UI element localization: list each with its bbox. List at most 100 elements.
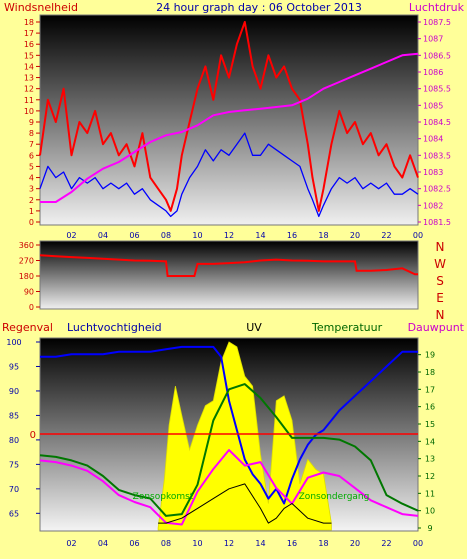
climate-x-tick-label: 00 <box>413 539 423 548</box>
humidity-tick-label: 90 <box>9 387 19 396</box>
temperature-y-axis: 9 10 11 12 13 14 15 16 17 18 19 <box>418 351 435 533</box>
temperature-tick-label: 10 <box>425 507 435 516</box>
wind-tick-label: 12 <box>24 85 34 94</box>
humidity-label: Luchtvochtigheid <box>67 321 162 334</box>
compass-label: E <box>436 291 444 305</box>
humidity-tick-label: 75 <box>9 460 19 469</box>
climate-x-tick-label: 22 <box>381 539 391 548</box>
graph-title: 24 hour graph day : 06 October 2013 <box>156 1 362 14</box>
direction-tick-label: 360 <box>19 241 34 250</box>
wind-tick-label: 1 <box>29 207 34 216</box>
rain-zero-label: 0 <box>30 430 36 441</box>
climate-series <box>39 345 419 526</box>
wind-series <box>39 21 419 218</box>
direction-y-axis: 0 90 180 270 360 <box>19 241 40 312</box>
wind-x-tick-label: 12 <box>224 231 234 240</box>
pressure-label: Luchtdruk <box>409 1 465 14</box>
humidity-tick-label: 85 <box>9 411 19 420</box>
wind-x-tick-label: 08 <box>161 231 171 240</box>
wind-x-tick-label: 10 <box>192 231 202 240</box>
climate-x-tick-label: 18 <box>318 539 328 548</box>
compass-label: N <box>436 308 445 322</box>
series-humidity <box>40 345 418 505</box>
pressure-tick-label: 1082.5 <box>423 185 451 194</box>
pressure-tick-label: 1086.5 <box>423 51 451 60</box>
series-wind_gust <box>39 21 419 212</box>
wind-x-tick-label: 14 <box>255 231 265 240</box>
wind-x-tick-label: 04 <box>98 231 108 240</box>
temperature-label: Temperatuur <box>311 321 383 334</box>
pressure-tick-label: 1085.5 <box>423 85 451 94</box>
wind-tick-label: 7 <box>29 140 34 149</box>
climate-x-tick-label: 02 <box>66 539 76 548</box>
climate-x-tick-label: 10 <box>192 539 202 548</box>
series-dewpoint <box>39 449 419 526</box>
temperature-tick-label: 19 <box>425 351 435 360</box>
wind-tick-label: 3 <box>29 185 34 194</box>
climate-x-tick-label: 08 <box>161 539 171 548</box>
humidity-tick-label: 100 <box>6 338 21 347</box>
climate-x-axis: 02 04 06 08 10 12 14 16 18 20 22 00 <box>66 539 423 548</box>
direction-tick-label: 0 <box>29 303 34 312</box>
temperature-tick-label: 12 <box>425 472 435 481</box>
direction-series <box>39 254 418 277</box>
direction-panel-background <box>39 240 419 310</box>
wind-tick-label: 10 <box>24 107 34 116</box>
sunset-label: Zonsondergang <box>299 492 370 502</box>
temperature-tick-label: 15 <box>425 420 435 429</box>
uv-series <box>157 341 332 531</box>
direction-tick-label: 90 <box>24 288 34 297</box>
climate-x-tick-label: 16 <box>287 539 297 548</box>
wind-tick-label: 0 <box>29 218 34 227</box>
rain-label: Regenval <box>2 321 53 334</box>
wind-tick-label: 14 <box>24 62 34 71</box>
wind-tick-label: 18 <box>24 18 34 27</box>
wind-x-tick-label: 22 <box>381 231 391 240</box>
climate-x-tick-label: 04 <box>98 539 108 548</box>
pressure-y-axis: 1081.5 1082 1082.5 1083 1083.5 1084 1084.5 1085… <box>418 18 451 227</box>
wind-tick-label: 5 <box>29 162 34 171</box>
series-solar <box>158 483 332 524</box>
compass-label: S <box>436 274 444 288</box>
wind-x-tick-label: 06 <box>129 231 139 240</box>
climate-x-tick-label: 12 <box>224 539 234 548</box>
pressure-tick-label: 1084.5 <box>423 118 451 127</box>
humidity-tick-label: 80 <box>9 436 19 445</box>
series-wind_direction <box>39 254 418 277</box>
temperature-tick-label: 16 <box>425 403 435 412</box>
wind-tick-label: 9 <box>29 118 34 127</box>
temperature-tick-label: 9 <box>427 524 432 533</box>
wind-x-tick-label: 16 <box>287 231 297 240</box>
series-pressure <box>40 52 419 203</box>
dewpoint-label: Dauwpunt <box>408 321 465 334</box>
wind-x-tick-label: 00 <box>413 231 423 240</box>
pressure-tick-label: 1083 <box>423 168 443 177</box>
series-uv <box>157 341 332 531</box>
sunrise-label: Zonsopkomst <box>133 492 194 502</box>
climate-x-tick-label: 20 <box>350 539 360 548</box>
humidity-tick-label: 65 <box>9 509 19 518</box>
compass-label: W <box>434 257 446 271</box>
humidity-y-axis: 65 70 75 80 85 90 95 100 <box>6 338 40 518</box>
climate-x-tick-label: 06 <box>129 539 139 548</box>
wind-x-axis: 02 04 06 08 10 12 14 16 18 20 22 00 <box>66 231 423 240</box>
wind-tick-label: 11 <box>24 96 34 105</box>
pressure-tick-label: 1085 <box>423 101 443 110</box>
temperature-tick-label: 14 <box>425 437 435 446</box>
wind-tick-label: 2 <box>29 196 34 205</box>
series-temperature <box>39 383 419 517</box>
wind-tick-label: 4 <box>29 174 34 183</box>
wind-tick-label: 8 <box>29 129 34 138</box>
wind-tick-label: 13 <box>24 74 34 83</box>
pressure-tick-label: 1082 <box>423 201 443 210</box>
temperature-tick-label: 18 <box>425 368 435 377</box>
humidity-tick-label: 70 <box>9 485 19 494</box>
series-wind_average <box>39 132 419 218</box>
wind-x-tick-label: 20 <box>350 231 360 240</box>
pressure-tick-label: 1086 <box>423 68 443 77</box>
wind-x-tick-label: 02 <box>66 231 76 240</box>
uv-label: UV <box>246 321 262 334</box>
temperature-tick-label: 13 <box>425 455 435 464</box>
